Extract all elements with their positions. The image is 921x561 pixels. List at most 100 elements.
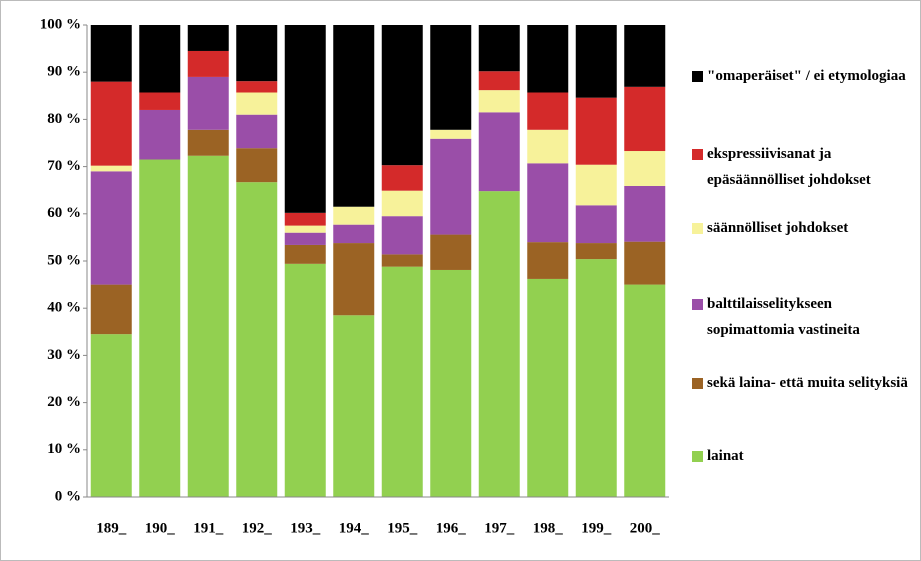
bar-segment [333,243,375,316]
bar-segment [430,269,472,497]
bar-segment [236,114,278,149]
bar-segment [236,148,278,183]
bar-segment [527,242,569,279]
bar-segment [527,163,569,243]
bar-segment [284,25,326,213]
legend-label: sekä laina- että muita selityksiä [707,375,908,391]
bar-segment [381,190,423,217]
x-tick-label: 190_ [145,520,176,536]
bar-segment [187,129,229,156]
bar-segment [284,212,326,226]
legend-swatch [692,71,703,82]
bar-segment [478,25,520,72]
bar-segment [624,185,666,242]
bar-segment [187,25,229,51]
bar-segment [284,232,326,245]
legend-swatch [692,299,703,310]
x-tick-label: 199_ [581,520,612,536]
bar-segment [381,266,423,497]
bar-segment [575,243,617,260]
bar-segment [624,284,666,497]
legend-label: ekspressiivisanat ja epäsäännölliset joh… [707,146,871,188]
bar-segment [284,244,326,264]
bar-segment [90,334,132,497]
y-tick-label: 0 % [55,488,81,504]
bar-segment [624,86,666,152]
bar-segment [575,205,617,244]
bar-segment [430,138,472,235]
y-tick-label: 10 % [47,441,81,457]
bar-segment [333,25,375,207]
legend-swatch [692,223,703,234]
bar-segment [478,112,520,192]
bar-segment [478,71,520,91]
x-tick-label: 196_ [436,520,467,536]
bar-segment [139,109,181,160]
x-tick-label: 198_ [533,520,564,536]
bar-segment [333,315,375,497]
bar-segment [527,278,569,497]
bar-segment [527,25,569,93]
bar-segment [527,129,569,164]
y-tick-label: 30 % [47,347,81,363]
bar-segment [187,155,229,497]
bar-segment [139,159,181,497]
bar-segment [236,182,278,497]
bar-segment [139,25,181,93]
y-tick-label: 70 % [47,158,81,174]
x-tick-label: 197_ [484,520,515,536]
bar-segment [430,25,472,130]
legend-swatch [692,149,703,160]
y-tick-label: 90 % [47,64,81,80]
bar-segment [381,165,423,191]
bar-segment [478,191,520,498]
bar-segment [90,284,132,335]
x-tick-label: 194_ [339,520,370,536]
bar-segment [624,151,666,186]
y-tick-label: 40 % [47,300,81,316]
bar-segment [90,171,132,285]
bar-segment [381,216,423,255]
legend-swatch [692,451,703,462]
bar-segment [575,97,617,165]
bar-segment [187,76,229,130]
bar-segment [236,92,278,115]
bar-segment [575,164,617,206]
y-tick-label: 100 % [40,16,81,32]
bar-segment [624,241,666,285]
legend-label: lainat [707,448,744,464]
x-tick-label: 195_ [387,520,418,536]
x-tick-label: 191_ [193,520,224,536]
y-tick-label: 50 % [47,252,81,268]
legend-label: "omaperäiset" / ei etymologiaa [707,68,906,84]
y-tick-label: 80 % [47,111,81,127]
bar-segment [381,25,423,166]
bar-segment [575,259,617,497]
y-tick-label: 20 % [47,394,81,410]
bar-segment [478,90,520,113]
x-tick-label: 193_ [290,520,321,536]
x-tick-label: 200_ [630,520,661,536]
legend-swatch [692,378,703,389]
bar-segment [236,81,278,93]
y-tick-label: 60 % [47,205,81,221]
bar-segment [333,224,375,244]
bar-segment [381,254,423,267]
bar-segment [575,25,617,98]
legend-label: balttilaisselitykseen sopimattomia vasti… [707,296,860,338]
bar-segment [430,234,472,270]
bar-segment [236,25,278,82]
bar-segment [187,50,229,77]
bar-segment [333,206,375,225]
bar-segment [90,25,132,82]
bar-segment [90,165,132,172]
bar-segment [90,81,132,166]
x-tick-label: 192_ [242,520,273,536]
x-tick-label: 189_ [96,520,127,536]
legend-label: säännölliset johdokset [707,220,849,236]
bar-segment [139,92,181,110]
bar-segment [284,263,326,497]
bar-segment [284,225,326,233]
bar-segment [527,92,569,130]
